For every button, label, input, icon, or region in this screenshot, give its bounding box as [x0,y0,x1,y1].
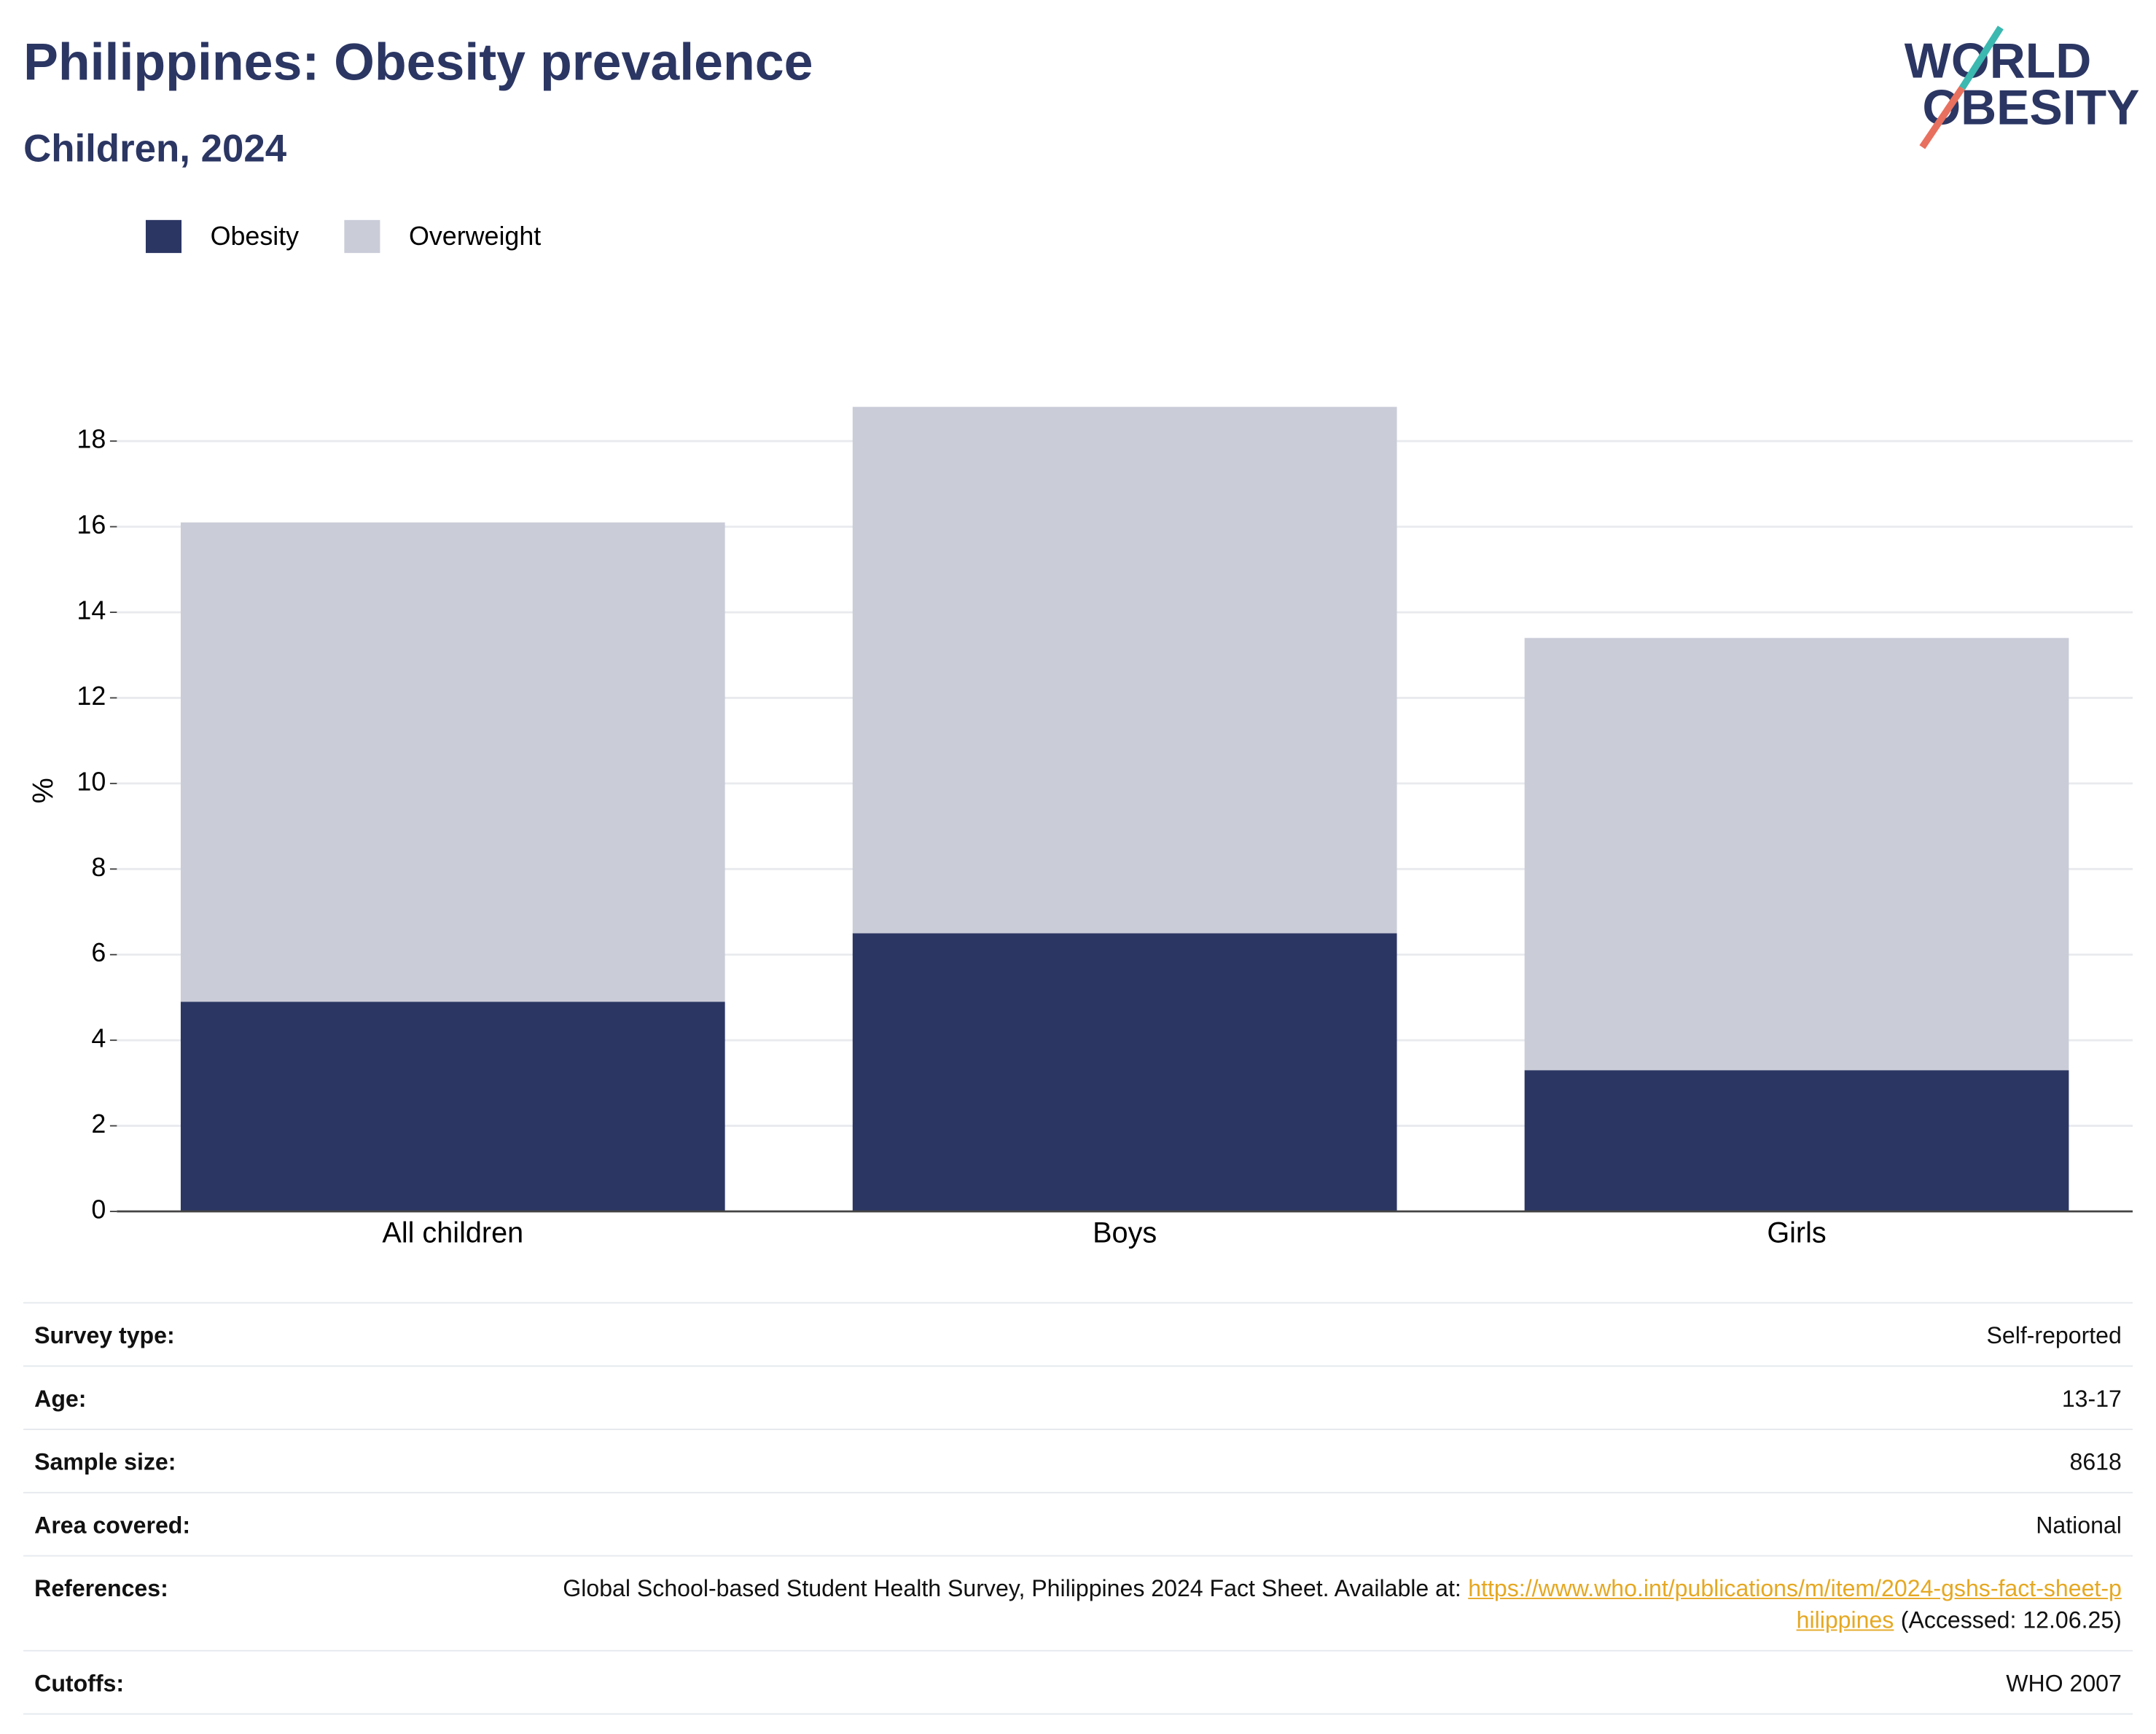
row-value: WHO 2007 [2006,1671,2122,1697]
details-row: References: Global School-based Student H… [23,1555,2133,1650]
details-row: Sample size: 8618 [23,1429,2133,1492]
y-tick-label: 18 [77,425,106,454]
y-tick-label: 10 [77,767,106,796]
row-label: Cutoffs: [34,1671,125,1697]
row-value: 8618 [2069,1449,2122,1476]
x-tick-label: Girls [1767,1217,1826,1249]
legend-swatch [344,219,380,254]
details-table: Survey type: Self-reported Age: 13-17 Sample… [23,1302,2133,1715]
reference-link[interactable]: https://www.who.int/publications/m/item/… [1468,1575,2122,1634]
details-row: Age: 13-17 [23,1365,2133,1429]
chart-title: Philippines: Obesity prevalence [23,33,813,91]
row-value: 13-17 [2061,1386,2122,1413]
row-label: References: [34,1575,168,1602]
row-label: Survey type: [34,1322,175,1349]
bar-segment [852,407,1397,934]
row-value: National [2036,1512,2122,1539]
bar-segment [180,1001,725,1212]
y-tick-label: 6 [91,938,106,967]
y-tick-label: 2 [91,1109,106,1139]
y-tick-label: 0 [91,1195,106,1224]
reference-text: Global School-based Student Health Surve… [563,1575,1461,1602]
details-row: Survey type: Self-reported [23,1302,2133,1366]
legend-label: Obesity [211,222,300,251]
chart: Philippines: Obesity prevalence Children… [23,26,2139,1249]
row-value: Global School-based Student Health Surve… [554,1573,2122,1636]
details-row: Area covered: National [23,1491,2133,1555]
logo-slash-bottom [1919,86,1965,149]
y-tick-label: 16 [77,510,106,539]
row-value: Self-reported [1986,1322,2122,1349]
legend-label: Overweight [409,222,541,251]
y-tick-label: 14 [77,596,106,625]
row-label: Area covered: [34,1512,191,1539]
x-tick-label: Boys [1093,1217,1157,1249]
y-tick-label: 8 [91,853,106,882]
logo-line1: WORLD [1905,34,2091,89]
logo-line2: OBESITY [1922,81,2139,136]
bar-segment [852,933,1397,1212]
reference-accessed: (Accessed: 12.06.25) [1900,1607,2122,1634]
row-label: Sample size: [34,1449,176,1476]
bar-segment [1524,638,2069,1071]
details-row: Cutoffs: WHO 2007 [23,1649,2133,1715]
bar-segment [180,522,725,1002]
chart-subtitle: Children, 2024 [23,127,287,170]
logo-slash-top [1959,26,2004,90]
row-label: Age: [34,1386,87,1413]
y-tick-label: 12 [77,682,106,711]
legend-swatch [145,219,182,254]
y-axis-label: % [28,778,60,803]
y-tick-label: 4 [91,1024,106,1053]
logo: WORLD OBESITY [1905,26,2139,149]
bar-segment [1524,1070,2069,1212]
x-tick-label: All children [382,1217,523,1249]
